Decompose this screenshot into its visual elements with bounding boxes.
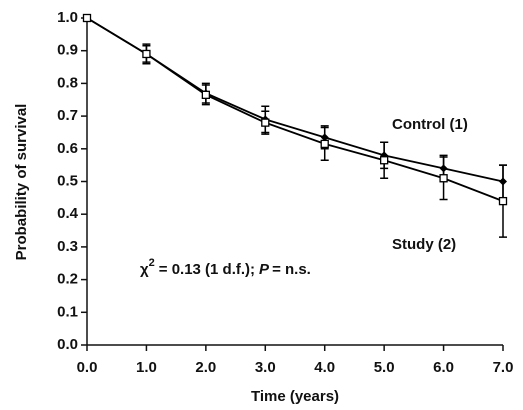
x-axis-title: Time (years): [251, 388, 339, 405]
x-tick-label: 0.0: [77, 359, 98, 376]
y-tick-label: 0.3: [57, 238, 78, 255]
y-tick-label: 0.7: [57, 107, 78, 124]
stat-part: 2: [149, 257, 155, 269]
point: [82, 13, 92, 23]
x-tick-label: 2.0: [195, 359, 216, 376]
y-axis-title: Probability of survival: [13, 104, 30, 261]
point: [498, 196, 508, 206]
x-tick-label: 6.0: [433, 359, 454, 376]
stat-annotation: χ2 = 0.13 (1 d.f.); P = n.s.: [140, 257, 311, 278]
stat-part: = n.s.: [272, 261, 311, 278]
stat-part: χ: [140, 261, 149, 278]
series-label: Control (1): [392, 116, 468, 133]
point: [379, 156, 389, 165]
x-tick-label: 3.0: [255, 359, 276, 376]
point: [261, 118, 270, 127]
y-tick-label: 0.5: [57, 172, 78, 189]
y-tick-label: 0.2: [57, 271, 78, 288]
x-tick-label: 1.0: [136, 359, 157, 376]
y-tick-label: 1.0: [57, 9, 78, 26]
y-tick-label: 0.0: [57, 336, 78, 353]
y-tick-label: 0.4: [57, 205, 79, 222]
point: [439, 174, 448, 183]
x-tick-label: 4.0: [314, 359, 335, 376]
stat-part: P: [259, 261, 270, 278]
stat-part: = 0.13 (1 d.f.);: [159, 261, 255, 278]
point: [201, 90, 211, 99]
y-tick-label: 0.8: [57, 74, 78, 91]
x-tick-label: 5.0: [374, 359, 395, 376]
series-label: Study (2): [392, 236, 456, 253]
x-tick-label: 7.0: [493, 359, 514, 376]
y-tick-label: 0.9: [57, 42, 78, 59]
series-line: [86, 17, 504, 202]
y-tick-label: 0.1: [57, 303, 78, 320]
point: [320, 139, 329, 149]
point: [142, 49, 151, 59]
y-tick-label: 0.6: [57, 140, 78, 157]
